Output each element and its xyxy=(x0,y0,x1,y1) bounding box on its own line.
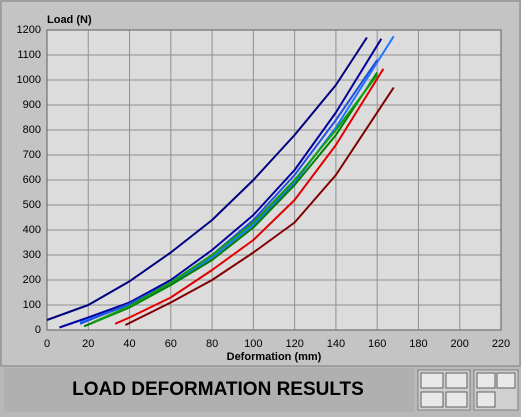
y-tick-label: 0 xyxy=(35,324,41,336)
data-line xyxy=(83,71,379,328)
x-tick-label: 160 xyxy=(368,338,386,350)
chart-title: LOAD DEFORMATION RESULTS xyxy=(72,379,364,400)
y-tick-label: 200 xyxy=(23,274,41,286)
cursor-button[interactable] xyxy=(496,372,516,389)
y-axis-label: Load (N) xyxy=(47,14,92,26)
x-tick-label: 180 xyxy=(409,338,427,350)
y-tick-label: 1200 xyxy=(17,24,41,36)
data-line xyxy=(91,74,378,324)
data-line xyxy=(46,36,368,321)
title-strip xyxy=(4,368,414,412)
y-tick-label: 1100 xyxy=(17,49,41,61)
y-tick-label: 900 xyxy=(23,99,41,111)
x-tick-label: 0 xyxy=(44,338,50,350)
x-tick-label: 140 xyxy=(327,338,345,350)
data-line xyxy=(114,68,385,325)
x-format-button[interactable] xyxy=(445,372,468,389)
data-line xyxy=(124,86,395,326)
x-tick-label: 100 xyxy=(244,338,262,350)
y-tick-label: 300 xyxy=(23,249,41,261)
graph-palette xyxy=(417,369,519,411)
x-tick-label: 40 xyxy=(123,338,135,350)
plot-layer: 0100200300400500600700800900100011001200… xyxy=(17,24,511,350)
y-tick-label: 600 xyxy=(23,174,41,186)
y-format-button[interactable] xyxy=(445,391,468,408)
x-axis-label: Deformation (mm) xyxy=(227,351,322,363)
x-tick-label: 80 xyxy=(206,338,218,350)
x-tick-label: 60 xyxy=(165,338,177,350)
y-tick-label: 800 xyxy=(23,124,41,136)
x-tick-label: 220 xyxy=(492,338,510,350)
y-tick-label: 500 xyxy=(23,199,41,211)
zoom-button[interactable] xyxy=(476,372,496,389)
plot-border xyxy=(46,29,502,331)
y-tick-label: 700 xyxy=(23,149,41,161)
y-tick-label: 100 xyxy=(23,299,41,311)
x-scale-button[interactable] xyxy=(420,372,444,389)
x-tick-label: 20 xyxy=(82,338,94,350)
x-tick-label: 200 xyxy=(451,338,469,350)
x-tick-label: 120 xyxy=(285,338,303,350)
y-tick-label: 400 xyxy=(23,224,41,236)
data-line xyxy=(59,38,383,329)
y-scale-button[interactable] xyxy=(420,391,444,408)
pan-button[interactable] xyxy=(476,391,496,408)
y-tick-label: 1000 xyxy=(17,74,41,86)
